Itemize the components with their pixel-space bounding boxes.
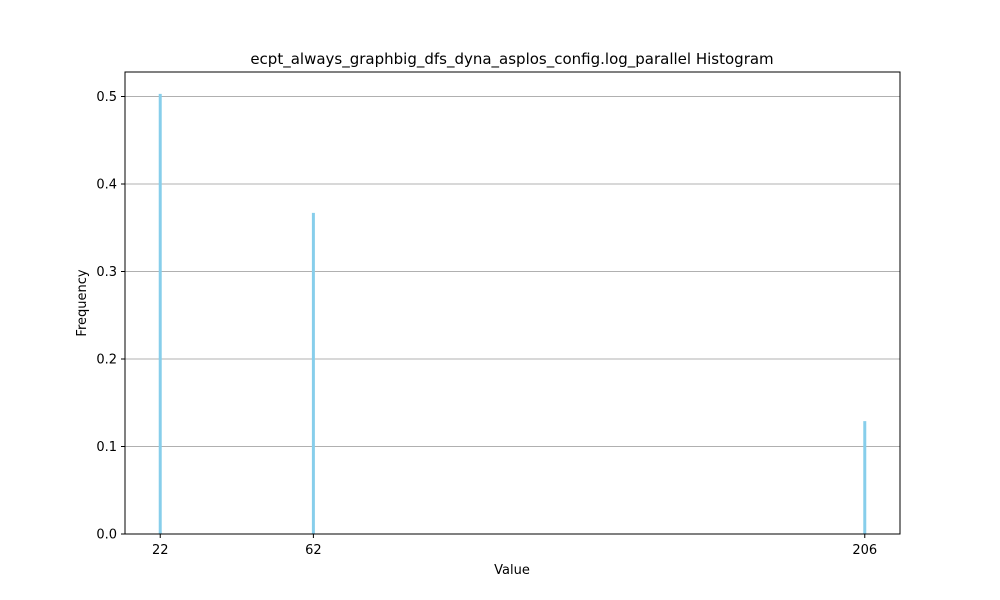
plot-frame — [124, 71, 901, 535]
x-tick-label: 62 — [305, 543, 322, 558]
y-axis-ticks: 0.0 0.1 0.2 0.3 0.4 0.5 — [96, 90, 125, 543]
y-tick-label: 0.5 — [96, 90, 117, 105]
y-tick-label: 0.4 — [96, 178, 117, 193]
x-tick-label: 206 — [852, 543, 877, 558]
x-axis-ticks: 22 62 206 — [152, 534, 877, 558]
y-tick-label: 0.2 — [96, 353, 117, 368]
grid-lines — [125, 96, 900, 535]
bars — [158, 93, 867, 534]
histogram-bar — [158, 93, 162, 534]
x-tick-label: 22 — [152, 543, 169, 558]
histogram-bar — [311, 212, 315, 534]
x-axis-label: Value — [494, 563, 530, 578]
y-axis-label: Frequency — [75, 269, 90, 336]
chart-title: ecpt_always_graphbig_dfs_dyna_asplos_con… — [250, 50, 773, 69]
y-tick-label: 0.0 — [96, 528, 117, 543]
histogram-bar — [863, 421, 867, 534]
y-tick-label: 0.3 — [96, 265, 117, 280]
y-tick-label: 0.1 — [96, 440, 117, 455]
